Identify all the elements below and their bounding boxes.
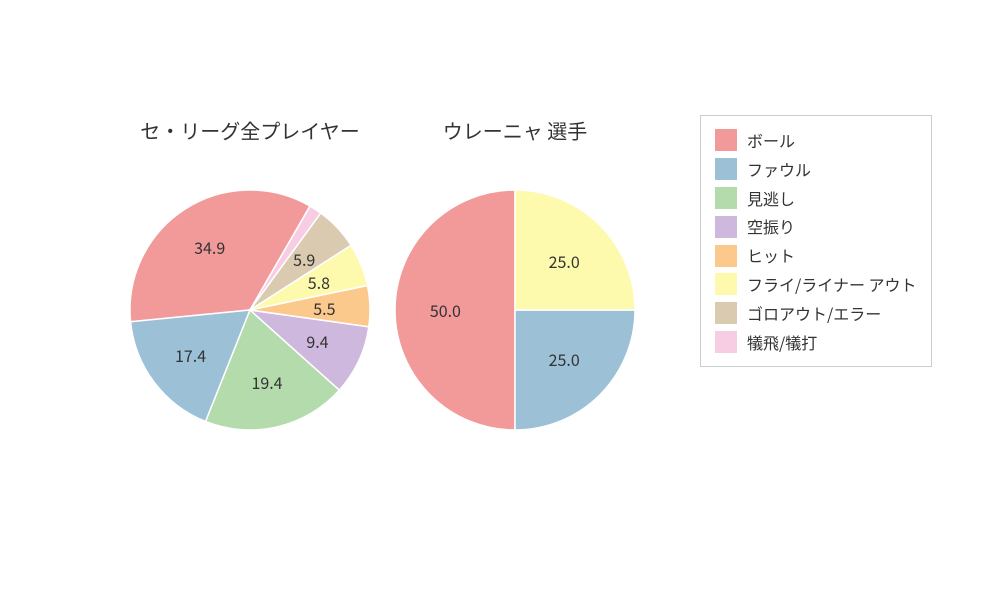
legend-label-hit: ヒット [747,241,795,270]
slice-label-right-flyout: 25.0 [549,249,580,273]
slice-label-left-hit: 5.5 [313,296,335,320]
legend: ボールファウル見逃し空振りヒットフライ/ライナー アウトゴロアウト/エラー犠飛/… [700,115,932,367]
legend-label-looking: 見逃し [747,184,795,213]
legend-item-looking: 見逃し [715,184,917,213]
legend-swatch-looking [715,187,737,209]
legend-swatch-ball [715,129,737,151]
legend-swatch-hit [715,245,737,267]
legend-label-flyout: フライ/ライナー アウト [747,270,917,299]
legend-swatch-sac [715,331,737,353]
slice-label-left-foul: 17.4 [175,343,206,367]
legend-item-sac: 犠飛/犠打 [715,328,917,357]
chart-title-right: ウレーニャ 選手 [443,116,587,145]
slice-label-right-foul: 25.0 [549,347,580,371]
chart-stage: セ・リーグ全プレイヤー 34.9 17.4 19.4 9.4 5.55.85.9 ウレーニャ… [0,0,1000,600]
legend-swatch-flyout [715,273,737,295]
legend-item-ball: ボール [715,126,917,155]
slice-label-left-swing: 9.4 [306,329,328,353]
chart-title-left: セ・リーグ全プレイヤー [140,116,359,145]
legend-item-flyout: フライ/ライナー アウト [715,270,917,299]
legend-label-ball: ボール [747,126,795,155]
slice-label-left-groundout: 5.9 [293,247,315,271]
slice-label-left-ball: 34.9 [194,235,225,259]
legend-label-groundout: ゴロアウト/エラー [747,299,881,328]
slice-label-left-flyout: 5.8 [308,270,330,294]
legend-swatch-foul [715,158,737,180]
slice-label-right-ball: 50.0 [430,298,461,322]
legend-swatch-swing [715,216,737,238]
legend-item-groundout: ゴロアウト/エラー [715,299,917,328]
legend-item-swing: 空振り [715,212,917,241]
legend-label-foul: ファウル [747,155,811,184]
legend-label-swing: 空振り [747,212,795,241]
legend-item-foul: ファウル [715,155,917,184]
legend-item-hit: ヒット [715,241,917,270]
legend-label-sac: 犠飛/犠打 [747,328,817,357]
slice-label-left-looking: 19.4 [251,370,282,394]
legend-swatch-groundout [715,302,737,324]
